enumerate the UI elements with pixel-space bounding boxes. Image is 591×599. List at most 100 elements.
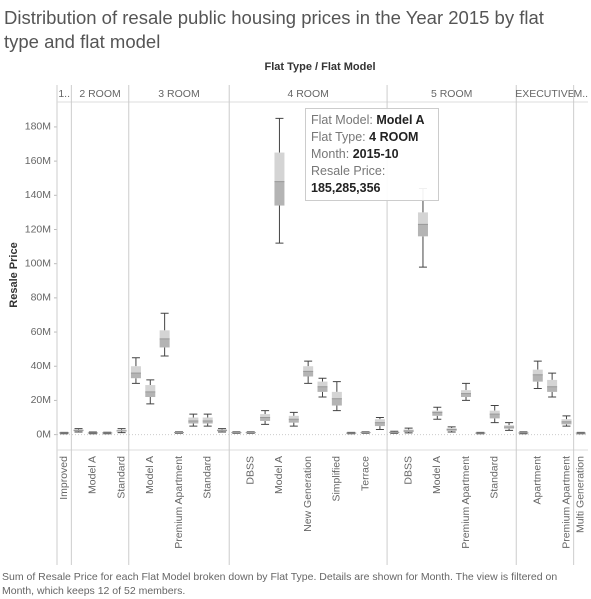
x-tick-label: Model A [273, 456, 285, 494]
whisker-high [318, 377, 327, 382]
box-upper [432, 410, 443, 413]
whisker-low [218, 431, 227, 433]
whisker-low [117, 431, 126, 434]
box-upper [288, 415, 299, 420]
whisker-low [418, 236, 427, 268]
box-lower [331, 398, 342, 406]
x-tick-label: Premium Apartment [173, 456, 185, 549]
x-tick-label: Standard [115, 456, 127, 499]
box-lower [288, 419, 299, 423]
whisker-high [390, 430, 399, 432]
whisker-high [375, 417, 384, 420]
box-lower [489, 414, 500, 419]
box-lower [274, 181, 285, 206]
chart-title: Distribution of resale public housing pr… [4, 7, 544, 52]
box-lower [561, 421, 572, 425]
group-label: M.. [574, 88, 589, 100]
whisker-high [462, 382, 471, 391]
group-label: 3 ROOM [158, 88, 199, 100]
box-lower [403, 430, 414, 433]
whisker-high [189, 413, 198, 418]
whisker-high [304, 360, 313, 367]
whisker-low [505, 428, 514, 431]
whisker-high [218, 428, 227, 430]
whisker-low [332, 405, 341, 412]
box-upper [374, 419, 385, 423]
group-label: 1.. [58, 88, 70, 100]
group-label: 2 ROOM [79, 88, 120, 100]
whisker-low [131, 378, 140, 384]
box-lower [417, 224, 428, 237]
x-tick-label: Improved [58, 456, 70, 500]
whisker-low [490, 418, 499, 424]
whisker-high [117, 428, 126, 430]
whisker-low [375, 426, 384, 430]
tooltip-line: Resale Price: [311, 163, 433, 180]
x-tick-label: DBSS [402, 456, 414, 485]
tooltip-label: Resale Price: [311, 164, 386, 178]
x-tick-label: New Generation [302, 456, 314, 532]
box-lower [303, 371, 314, 377]
box-lower [432, 412, 443, 416]
whisker-high [146, 379, 155, 386]
box-upper [504, 425, 515, 427]
whisker-high [203, 413, 212, 418]
box-upper [446, 428, 457, 430]
box-upper [260, 414, 271, 418]
whisker-low [562, 424, 571, 427]
box-upper [317, 381, 328, 387]
tooltip-value: Model A [376, 113, 425, 127]
whisker-high [519, 431, 528, 433]
y-tick-label: 120M [25, 223, 51, 235]
y-tick-label: 180M [25, 121, 51, 133]
whisker-low [404, 432, 413, 434]
box-lower [145, 391, 156, 398]
whisker-high [289, 411, 298, 416]
whisker-low [203, 423, 212, 427]
tooltip: Flat Model: Model A Flat Type: 4 ROOM Mont… [305, 108, 439, 201]
y-tick-label: 60M [31, 326, 51, 338]
whisker-low [160, 347, 169, 357]
whisker-low [433, 415, 442, 420]
column-header: Flat Type / Flat Model [264, 61, 375, 73]
box-upper [130, 366, 141, 374]
tooltip-line: Month: 2015-10 [311, 146, 433, 163]
x-tick-label: Model A [431, 456, 443, 494]
whisker-low [533, 381, 542, 389]
whisker-low [74, 431, 83, 433]
box-upper [561, 419, 572, 422]
whisker-high [548, 372, 557, 380]
y-tick-label: 20M [31, 394, 51, 406]
tooltip-line: Flat Model: Model A [311, 112, 433, 129]
whisker-high [404, 427, 413, 430]
x-tick-label: Standard [488, 456, 500, 499]
tooltip-line: Flat Type: 4 ROOM [311, 129, 433, 146]
box-upper [417, 212, 428, 225]
whisker-low [462, 397, 471, 401]
box-lower [202, 420, 213, 424]
box-lower [130, 373, 141, 379]
whisker-high [332, 381, 341, 392]
whisker-low [304, 376, 313, 384]
y-tick-label: 160M [25, 155, 51, 167]
whisker-high [562, 415, 571, 420]
whisker-low [318, 391, 327, 398]
whisker-high [490, 405, 499, 411]
box-lower [532, 374, 543, 382]
whisker-low [289, 422, 298, 427]
x-tick-label: DBSS [245, 456, 257, 485]
box-upper [331, 391, 342, 399]
box-upper [489, 410, 500, 415]
box-upper [403, 429, 414, 431]
whisker-high [261, 410, 270, 415]
tooltip-label: Flat Type: [311, 130, 366, 144]
tooltip-label: Month: [311, 147, 350, 161]
box-lower [188, 420, 199, 424]
box-upper [145, 385, 156, 392]
box-lower [159, 338, 170, 348]
box-upper [303, 366, 314, 372]
x-tick-label: Premium Apartment [460, 456, 472, 549]
box-lower [504, 426, 515, 429]
